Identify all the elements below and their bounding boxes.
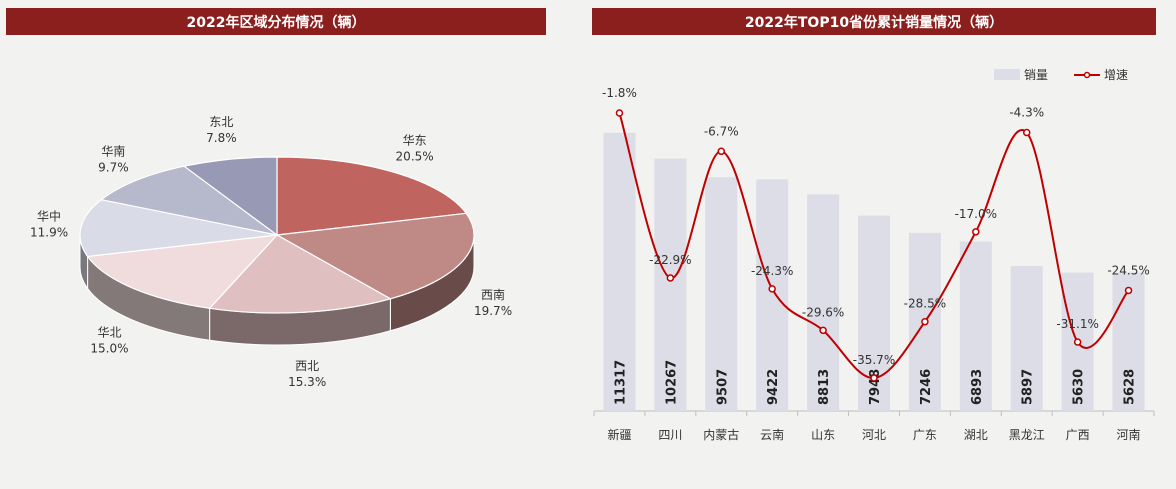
pie-label-东北: 东北 (209, 115, 233, 129)
pie-top-faces (79, 156, 475, 314)
bar-黑龙江 (1010, 266, 1043, 411)
bar-value-label: 7246 (919, 369, 934, 405)
growth-label: -24.5% (1107, 263, 1149, 277)
pie-slice-华东 (276, 156, 468, 236)
bar-湖北 (959, 241, 992, 411)
region-pie-panel: 2022年区域分布情况（辆） 华东 20.5% 西南 19.7% 西北 15.3% 华北 15… (0, 0, 560, 489)
pie-slice-西南 (275, 212, 475, 300)
bar-value-label: 10267 (664, 360, 679, 405)
bar-value-label: 9507 (715, 369, 730, 405)
legend-line-label: 增速 (1104, 68, 1128, 82)
pie-slice-东北 (182, 156, 278, 237)
legend-bar-label: 销量 (1024, 68, 1048, 82)
bar-value-label: 8813 (817, 369, 832, 405)
growth-label: -35.7% (853, 353, 895, 367)
bar-chart-title: 2022年TOP10省份累计销量情况（辆） (592, 8, 1156, 35)
pie-pct-西北: 15.3% (288, 375, 326, 389)
pie-label-华东: 华东 (403, 134, 427, 148)
growth-point-黑龙江 (1022, 128, 1031, 137)
pie-label-华中: 华中 (37, 209, 61, 224)
pie-labels: 华东 20.5% 西南 19.7% 西北 15.3% 华北 15.0% 华中 11.9% 华南 9.7… (30, 115, 512, 389)
bar-value-label: 11317 (613, 360, 628, 405)
pie-pct-华北: 15.0% (90, 342, 128, 356)
growth-label: -1.8% (602, 86, 637, 100)
line-series: -1.8% -22.9% -6.7% -24.3% -29.6% -35.7% -28.5%… (602, 86, 1150, 382)
growth-point-四川 (666, 274, 675, 282)
growth-point-内蒙古 (717, 147, 726, 156)
bar-series: 11317 10267 9507 9422 8813 7948 7246 6893 5897 56… (603, 132, 1145, 412)
pie-label-西北: 西北 (295, 359, 319, 373)
growth-point-山东 (819, 326, 827, 335)
pie-slice-华南 (99, 165, 278, 236)
x-tick-label-内蒙古: 内蒙古 (703, 427, 739, 442)
x-tick-label-湖北: 湖北 (964, 427, 988, 442)
x-axis-labels: 新疆 四川 内蒙古 云南 山东 河北 广东 湖北 黑龙江 广西 河南 (607, 427, 1140, 442)
bar-line-chart: 11317 10267 9507 9422 8813 7948 7246 6893 5897 56… (593, 68, 1155, 442)
pie-pct-东北: 7.8% (206, 131, 237, 145)
pie-slice-华北 (86, 234, 279, 309)
bar-value-label: 9422 (766, 369, 781, 405)
growth-point-广东 (921, 317, 929, 326)
growth-point-河北 (870, 374, 878, 382)
pie-label-华南: 华南 (101, 143, 125, 158)
pie-pct-西南: 19.7% (474, 304, 512, 318)
bar-新疆 (603, 132, 636, 412)
pie-pct-华中: 11.9% (30, 226, 68, 240)
growth-label: -6.7% (704, 124, 739, 138)
pie-pct-华南: 9.7% (98, 160, 129, 174)
growth-point-新疆 (615, 109, 624, 117)
growth-point-广西 (1073, 338, 1082, 346)
bar-value-label: 7948 (868, 369, 883, 405)
growth-point-云南 (768, 285, 776, 293)
bar-山东 (807, 194, 840, 411)
bar-四川 (654, 158, 687, 411)
legend-line-marker (1083, 71, 1091, 79)
pie-label-华北: 华北 (97, 326, 121, 340)
x-tick-label-云南: 云南 (760, 427, 784, 442)
legend: 销量 增速 (994, 68, 1128, 82)
growth-label: -28.5% (904, 297, 946, 311)
x-tick-label-新疆: 新疆 (607, 427, 631, 442)
pie-chart: 华东 20.5% 西南 19.7% 西北 15.3% 华北 15.0% 华中 11.9% 华南 9.7… (30, 115, 512, 389)
x-tick-label-广东: 广东 (913, 428, 937, 442)
x-tick-label-黑龙江: 黑龙江 (1009, 428, 1045, 442)
bar-云南 (756, 179, 789, 411)
growth-point-湖北 (972, 228, 980, 236)
bar-value-label: 5630 (1072, 369, 1087, 405)
x-tick-label-山东: 山东 (811, 428, 835, 442)
growth-label: -22.9% (649, 253, 691, 267)
growth-point-河南 (1124, 286, 1133, 295)
pie-chart-title: 2022年区域分布情况（辆） (6, 8, 546, 35)
growth-label: -31.1% (1056, 317, 1098, 331)
pie-label-西南: 西南 (481, 287, 505, 302)
province-sales-panel: 2022年TOP10省份累计销量情况（辆） 11317 10267 9507 9422… (586, 0, 1176, 489)
growth-label: -4.3% (1009, 106, 1044, 120)
x-tick-label-广西: 广西 (1066, 428, 1090, 442)
growth-label: -29.6% (802, 305, 844, 319)
pie-pct-华东: 20.5% (396, 150, 434, 164)
x-tick-label-河南: 河南 (1117, 427, 1141, 442)
growth-label: -24.3% (751, 264, 793, 278)
x-tick-label-河北: 河北 (862, 428, 886, 442)
bar-value-label: 5897 (1021, 369, 1036, 405)
pie-slice-华中 (79, 199, 278, 258)
bar-河南 (1112, 272, 1145, 411)
bar-value-label: 5628 (1123, 369, 1138, 405)
growth-label: -17.0% (955, 207, 997, 221)
legend-bar-swatch (994, 69, 1020, 80)
x-tick-label-四川: 四川 (658, 428, 682, 442)
bar-内蒙古 (705, 177, 738, 411)
pie-slice-西北 (208, 234, 392, 314)
bar-value-label: 6893 (970, 369, 985, 405)
